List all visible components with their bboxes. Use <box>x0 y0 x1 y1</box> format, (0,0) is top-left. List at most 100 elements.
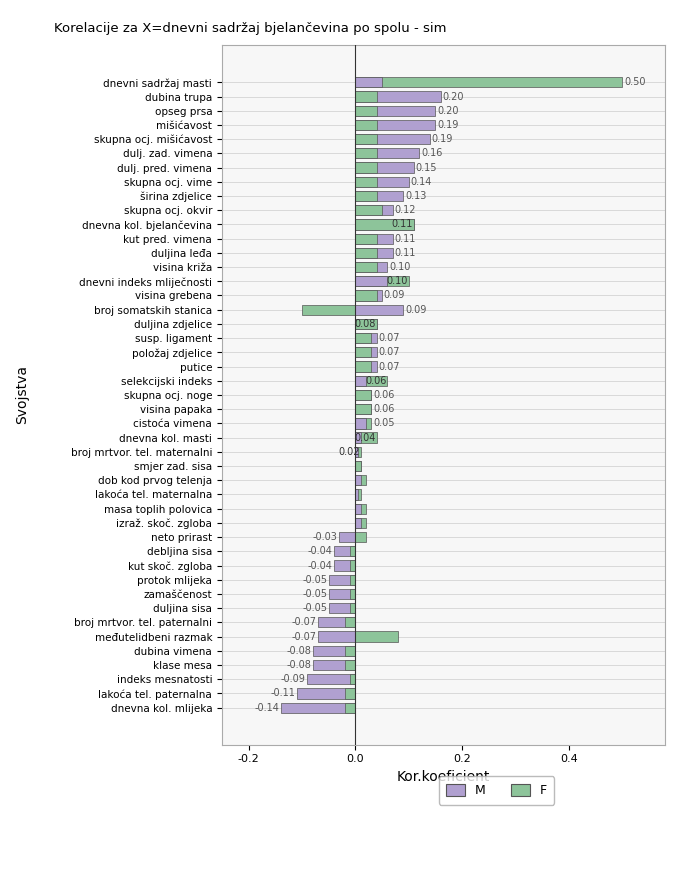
Bar <box>356 433 360 442</box>
Bar <box>356 390 371 400</box>
Bar <box>313 660 356 670</box>
Text: 0.19: 0.19 <box>437 120 458 130</box>
Text: 0.19: 0.19 <box>432 134 453 144</box>
Bar <box>328 589 356 599</box>
Bar <box>356 503 366 514</box>
Bar <box>350 574 356 585</box>
Bar <box>350 603 356 614</box>
Bar <box>356 433 377 442</box>
Bar <box>356 205 393 216</box>
Bar <box>307 674 356 685</box>
Bar <box>345 646 356 656</box>
Bar <box>318 632 356 641</box>
Text: 0.06: 0.06 <box>373 390 394 400</box>
Text: 0.14: 0.14 <box>410 176 432 187</box>
Bar <box>356 319 377 329</box>
X-axis label: Kor.koeficient: Kor.koeficient <box>396 770 490 784</box>
Bar <box>356 375 388 386</box>
Bar <box>356 404 371 415</box>
Bar <box>356 333 377 343</box>
Bar <box>356 219 414 229</box>
Text: 0.08: 0.08 <box>354 319 375 329</box>
Bar <box>345 702 356 713</box>
Bar <box>356 461 360 471</box>
Text: -0.14: -0.14 <box>254 703 279 713</box>
Text: -0.09: -0.09 <box>281 674 306 684</box>
Bar <box>356 632 398 641</box>
Text: 0.07: 0.07 <box>378 333 400 343</box>
Bar <box>356 276 409 287</box>
Bar <box>356 149 377 158</box>
Bar <box>339 532 356 542</box>
Bar <box>356 120 435 130</box>
Bar <box>356 276 388 287</box>
Bar <box>356 176 409 187</box>
Text: 0.15: 0.15 <box>415 163 437 173</box>
Bar <box>328 574 356 585</box>
Bar <box>296 688 356 699</box>
Text: 0.11: 0.11 <box>394 234 415 243</box>
Bar <box>356 149 420 158</box>
Text: -0.03: -0.03 <box>313 532 338 542</box>
Bar <box>350 561 356 571</box>
Bar <box>356 489 358 500</box>
Bar <box>356 475 360 486</box>
Bar <box>356 362 371 372</box>
Bar <box>356 447 358 457</box>
Text: 0.05: 0.05 <box>373 418 394 428</box>
Bar <box>356 290 382 301</box>
Bar <box>356 447 360 457</box>
Bar <box>356 234 377 244</box>
Bar <box>281 702 356 713</box>
Text: -0.05: -0.05 <box>302 589 327 599</box>
Text: 0.12: 0.12 <box>394 205 416 216</box>
Text: 0.09: 0.09 <box>405 305 426 315</box>
Bar <box>356 219 414 229</box>
Bar <box>356 248 377 258</box>
Bar <box>356 77 382 88</box>
Bar <box>356 77 622 88</box>
Bar <box>356 120 377 130</box>
Bar <box>356 418 366 428</box>
Bar <box>345 688 356 699</box>
Bar <box>313 646 356 656</box>
Bar <box>356 262 377 272</box>
Text: -0.08: -0.08 <box>286 660 311 670</box>
Bar <box>334 561 356 571</box>
Text: 0.11: 0.11 <box>394 248 415 258</box>
Text: 0.20: 0.20 <box>443 91 464 102</box>
Bar <box>356 134 377 144</box>
Bar <box>356 91 441 102</box>
Bar <box>356 532 366 542</box>
Bar <box>356 461 360 471</box>
Bar <box>356 362 377 372</box>
Bar <box>356 106 377 116</box>
Text: 0.16: 0.16 <box>421 149 443 158</box>
Bar <box>356 176 377 187</box>
Text: 0.07: 0.07 <box>378 348 400 357</box>
Text: 0.04: 0.04 <box>354 433 375 442</box>
Y-axis label: Svojstva: Svojstva <box>15 366 29 424</box>
Bar <box>350 589 356 599</box>
Text: -0.08: -0.08 <box>286 646 311 656</box>
Text: 0.50: 0.50 <box>624 77 645 87</box>
Text: 0.06: 0.06 <box>373 404 394 415</box>
Bar <box>356 163 377 173</box>
Bar <box>318 617 356 627</box>
Bar <box>356 248 393 258</box>
Bar <box>356 404 371 415</box>
Legend: M, F: M, F <box>439 776 554 805</box>
Bar <box>356 348 371 357</box>
Text: 0.13: 0.13 <box>405 191 426 201</box>
Bar <box>328 603 356 614</box>
Bar <box>356 163 414 173</box>
Bar <box>334 547 356 556</box>
Bar <box>356 290 377 301</box>
Bar <box>356 319 377 329</box>
Bar <box>350 674 356 685</box>
Bar <box>356 418 371 428</box>
Text: 0.09: 0.09 <box>384 290 405 301</box>
Text: -0.04: -0.04 <box>307 561 333 571</box>
Text: 0.07: 0.07 <box>378 362 400 372</box>
Bar <box>356 375 366 386</box>
